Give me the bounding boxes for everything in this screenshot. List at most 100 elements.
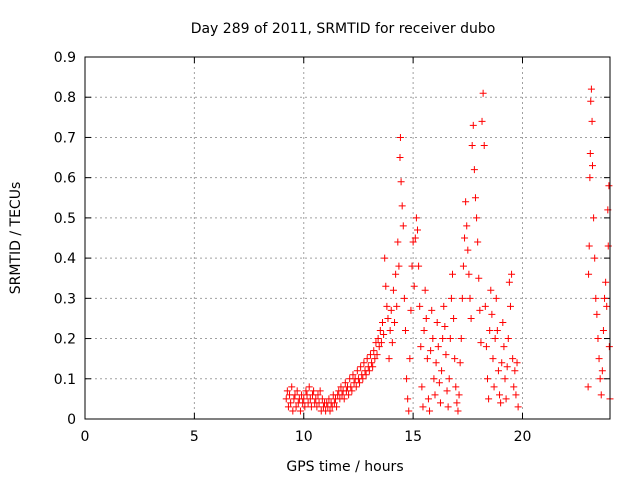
- data-point: [585, 270, 593, 278]
- data-point: [293, 387, 301, 395]
- data-point: [345, 391, 353, 399]
- data-point: [506, 302, 514, 310]
- data-point: [393, 302, 401, 310]
- data-point: [488, 310, 496, 318]
- data-point: [594, 335, 602, 343]
- data-point: [357, 363, 365, 371]
- data-point: [300, 395, 308, 403]
- data-point: [454, 407, 462, 415]
- data-point: [341, 379, 349, 387]
- data-point: [395, 262, 403, 270]
- data-point: [382, 282, 390, 290]
- data-point: [441, 322, 449, 330]
- data-point: [337, 383, 345, 391]
- data-point: [365, 367, 373, 375]
- x-tick-label: 15: [404, 429, 422, 445]
- y-tick-label: 0.5: [54, 211, 76, 227]
- data-point: [590, 214, 598, 222]
- data-point: [591, 254, 599, 262]
- data-point: [489, 355, 497, 363]
- data-point: [396, 133, 404, 141]
- data-point: [383, 302, 391, 310]
- data-point: [418, 383, 426, 391]
- data-point: [373, 351, 381, 359]
- data-point: [282, 395, 290, 403]
- data-point: [595, 355, 603, 363]
- data-point: [511, 367, 519, 375]
- x-axis-label: GPS time / hours: [286, 459, 403, 475]
- data-point: [453, 399, 461, 407]
- plot-frame: [84, 56, 611, 420]
- data-point: [352, 383, 360, 391]
- data-point: [386, 327, 394, 335]
- data-point: [380, 331, 388, 339]
- data-point: [349, 371, 357, 379]
- data-point: [417, 343, 425, 351]
- data-point: [509, 355, 517, 363]
- data-point: [384, 314, 392, 322]
- data-point: [512, 391, 520, 399]
- data-point: [316, 387, 324, 395]
- data-point: [371, 355, 379, 363]
- data-point: [376, 327, 384, 335]
- x-tick-label: 0: [81, 429, 90, 445]
- data-point: [458, 294, 466, 302]
- data-point: [389, 286, 397, 294]
- data-point: [338, 391, 346, 399]
- y-tick-label: 0.2: [54, 332, 76, 348]
- data-point: [468, 141, 476, 149]
- data-point: [603, 302, 611, 310]
- data-point: [385, 355, 393, 363]
- data-point: [500, 343, 508, 351]
- data-point: [435, 379, 443, 387]
- data-point: [503, 363, 511, 371]
- data-point: [388, 339, 396, 347]
- data-point: [310, 387, 318, 395]
- data-point: [449, 270, 456, 278]
- data-point: [598, 367, 606, 375]
- data-point: [433, 318, 441, 326]
- data-point: [360, 359, 368, 367]
- data-point: [605, 343, 613, 351]
- data-point: [485, 395, 493, 403]
- data-point: [400, 294, 408, 302]
- data-point: [291, 391, 299, 399]
- data-point: [362, 371, 370, 379]
- data-point: [394, 238, 402, 246]
- data-point: [312, 395, 320, 403]
- data-point: [588, 117, 596, 125]
- data-point: [479, 89, 487, 97]
- data-point: [486, 327, 494, 335]
- data-point: [586, 150, 594, 158]
- data-point: [368, 359, 376, 367]
- data-point: [471, 194, 479, 202]
- data-point: [443, 387, 451, 395]
- data-point: [407, 306, 415, 314]
- y-tick-label: 0.3: [54, 291, 76, 307]
- data-point: [427, 347, 435, 355]
- data-point: [599, 327, 607, 335]
- data-point: [333, 403, 341, 411]
- data-points: [282, 85, 614, 415]
- data-point: [487, 286, 495, 294]
- data-point: [504, 335, 512, 343]
- data-point: [411, 234, 419, 242]
- data-point: [305, 383, 313, 391]
- data-point: [601, 294, 609, 302]
- data-point: [493, 327, 501, 335]
- data-point: [456, 359, 464, 367]
- data-point: [462, 198, 470, 206]
- data-point: [313, 403, 321, 411]
- data-point: [587, 85, 595, 93]
- data-point: [445, 375, 453, 383]
- data-point: [464, 246, 472, 254]
- data-point: [392, 270, 400, 278]
- data-point: [404, 395, 412, 403]
- data-point: [496, 391, 504, 399]
- data-point: [296, 407, 304, 415]
- data-point: [440, 302, 448, 310]
- data-point: [502, 395, 510, 403]
- data-point: [596, 375, 604, 383]
- data-point: [379, 318, 386, 326]
